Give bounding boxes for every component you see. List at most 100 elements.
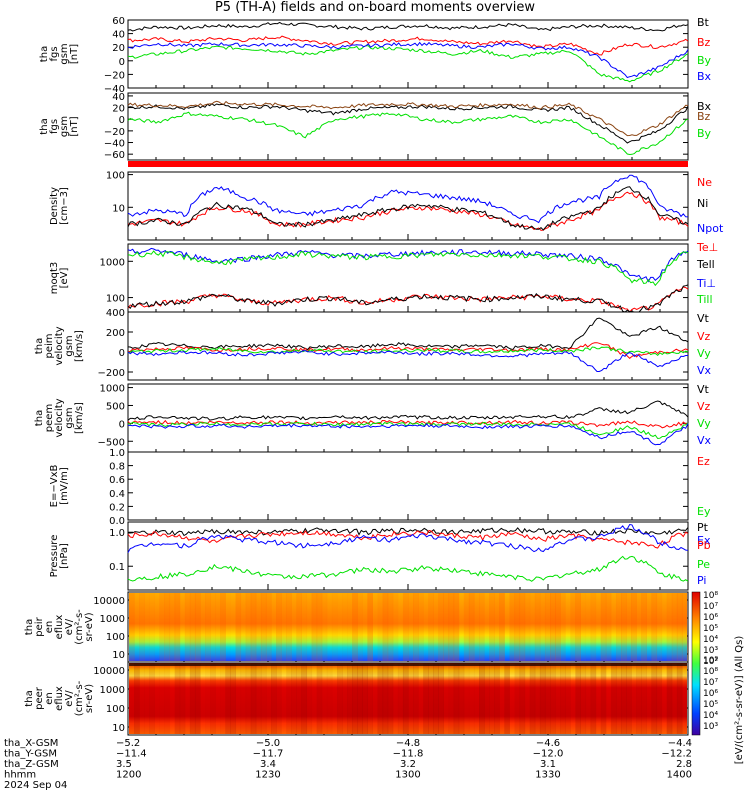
series-line-vz bbox=[127, 419, 689, 429]
spectrogram-column bbox=[615, 663, 622, 734]
y-label-line: fgs bbox=[49, 119, 60, 134]
y-label-line: gsm bbox=[64, 407, 75, 428]
legend-ex: Ex bbox=[697, 534, 711, 547]
spectrogram-column bbox=[276, 593, 282, 661]
spectrogram-column bbox=[621, 593, 627, 661]
legend-pb: Pb bbox=[697, 539, 711, 552]
spectrogram-column bbox=[250, 593, 257, 661]
spectrogram-column bbox=[413, 593, 419, 661]
spectrogram-column bbox=[484, 663, 490, 734]
y-tick-label: 100 bbox=[106, 294, 125, 305]
spectrogram-column bbox=[316, 593, 323, 661]
spectrogram-column bbox=[468, 663, 475, 734]
spectrogram-column bbox=[418, 593, 424, 661]
series-line-vx bbox=[128, 423, 689, 446]
colorbar-tick: 10³ bbox=[703, 722, 718, 732]
colorbar-label: [eV/(cm²-s-sr-eV)] (All Qs) bbox=[734, 636, 745, 765]
panel-frame bbox=[127, 383, 689, 453]
x-axis-value: −5.0 bbox=[256, 738, 280, 749]
spectrogram-column bbox=[661, 593, 668, 661]
spectrogram-column bbox=[164, 663, 171, 734]
y-tick-label: 100 bbox=[106, 704, 125, 715]
y-label-line: peir bbox=[34, 616, 45, 636]
x-axis-value: 1230 bbox=[255, 770, 280, 781]
y-label-line: gsm bbox=[59, 116, 70, 137]
spectrogram-column bbox=[656, 663, 663, 734]
panel-7: E=−VxB [mV/m] bbox=[49, 451, 689, 521]
y-label-line: eV/ bbox=[64, 690, 75, 707]
y-axis-label: E=−VxB [mV/m] bbox=[49, 465, 70, 508]
spectrogram-column bbox=[615, 593, 622, 661]
spectrogram-column bbox=[362, 593, 368, 661]
spectrogram-column bbox=[377, 593, 384, 661]
y-tick-label: 400 bbox=[106, 308, 125, 319]
spectrogram-column bbox=[352, 593, 358, 661]
series-line-by bbox=[127, 111, 689, 156]
spectrogram-column bbox=[184, 593, 191, 661]
spectrogram-column bbox=[534, 593, 541, 661]
spectrogram-column bbox=[499, 593, 505, 661]
legend-tell: Tell bbox=[696, 258, 715, 271]
spectrogram-column bbox=[671, 663, 678, 734]
y-label-line: tha bbox=[24, 690, 35, 706]
spectrogram-column bbox=[255, 593, 262, 661]
panel-9: tha peir en eflux eV/(cm²-s-sr-eV) bbox=[24, 591, 689, 663]
y-label-line: tha bbox=[24, 619, 35, 635]
spectrogram-column bbox=[408, 663, 414, 734]
x-axis-row-label: tha_Z-GSM bbox=[4, 759, 59, 770]
spectrogram-column bbox=[484, 593, 490, 661]
spectrogram-column bbox=[671, 593, 678, 661]
series-line-vy bbox=[127, 346, 689, 356]
x-axis-value: 1300 bbox=[395, 770, 420, 781]
spectrogram-column bbox=[494, 663, 500, 734]
x-axis-value: −11.7 bbox=[253, 749, 284, 760]
x-axis-value: −11.8 bbox=[393, 749, 424, 760]
spectrogram-column bbox=[301, 663, 308, 734]
legend-vx: Vx bbox=[697, 434, 712, 447]
panel-2: tha fgs gsm [nT] bbox=[39, 92, 689, 161]
x-axis-value: −4.4 bbox=[668, 738, 692, 749]
spectrogram-column bbox=[514, 593, 521, 661]
series-line-bz bbox=[127, 35, 689, 56]
panel-8: Pressure [nPa] bbox=[49, 521, 689, 591]
spectrogram-column bbox=[590, 663, 597, 734]
legend-vz: Vz bbox=[697, 330, 711, 343]
spectrogram-column bbox=[306, 593, 313, 661]
y-label-line: (cm²-s- bbox=[74, 680, 85, 716]
spectrogram-column bbox=[387, 593, 394, 661]
spectrogram-column bbox=[519, 663, 526, 734]
y-label-line: gsm bbox=[64, 335, 75, 356]
spectrogram-column bbox=[398, 593, 404, 661]
spectrogram-column bbox=[606, 663, 612, 734]
x-axis-row-label: hhmm bbox=[4, 770, 36, 781]
spectrogram-column bbox=[580, 663, 587, 734]
spectrogram-column bbox=[402, 593, 409, 661]
spectrogram-column bbox=[134, 663, 140, 734]
colorbar-tick: 10⁸ bbox=[703, 667, 718, 677]
x-axis-value: −12.2 bbox=[661, 749, 692, 760]
figure-title: P5 (TH-A) fields and on-board moments ov… bbox=[214, 0, 536, 15]
y-tick-label: −200 bbox=[98, 368, 125, 379]
spectrogram-column bbox=[382, 663, 389, 734]
spectrogram-column bbox=[372, 663, 379, 734]
x-axis-value: −11.4 bbox=[116, 749, 147, 760]
spectrogram-column bbox=[539, 593, 546, 661]
spectrogram-column bbox=[235, 663, 242, 734]
series-line-tell bbox=[127, 284, 689, 313]
spectrogram-column bbox=[610, 663, 617, 734]
y-axis-label: tha fgs gsm [nT] bbox=[39, 43, 80, 64]
spectrogram-column bbox=[595, 663, 602, 734]
y-tick-label: 10000 bbox=[93, 596, 125, 607]
panel-3: Density [cm−3] bbox=[49, 171, 689, 241]
x-axis-value: 1400 bbox=[667, 770, 692, 781]
series-line-bt bbox=[127, 21, 689, 32]
spectrogram-column bbox=[200, 593, 206, 661]
x-axis-value: 3.4 bbox=[260, 759, 276, 770]
spectrogram-column bbox=[453, 663, 460, 734]
colorbar-tick: 10⁵ bbox=[703, 624, 718, 634]
spectrogram-column bbox=[631, 663, 637, 734]
spectrogram-column bbox=[210, 663, 216, 734]
spectrogram-column bbox=[159, 663, 166, 734]
